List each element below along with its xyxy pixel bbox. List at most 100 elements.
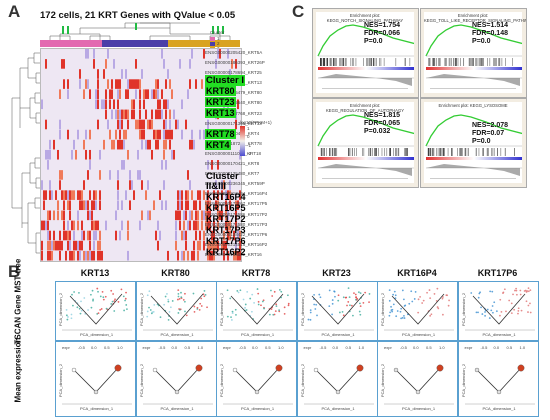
heatmap-cell bbox=[165, 160, 167, 170]
heatmap-cell bbox=[73, 230, 75, 241]
gene-label: ENSG00000111057_KRT18 bbox=[205, 150, 262, 156]
heatmap-cell bbox=[59, 230, 61, 241]
heatmap-cell bbox=[155, 79, 157, 89]
heatmap-cell bbox=[207, 210, 209, 221]
heatmap-cell bbox=[141, 210, 143, 221]
heatmap-cell bbox=[217, 190, 219, 200]
heatmap-cell bbox=[107, 49, 109, 59]
heatmap-cell bbox=[81, 190, 83, 200]
heatmap-cell bbox=[127, 230, 129, 241]
heatmap-cell bbox=[205, 220, 207, 231]
heatmap-cell bbox=[105, 99, 107, 110]
heatmap-cell bbox=[213, 190, 215, 200]
y-axis-label: PCA_dimension_2 bbox=[219, 292, 225, 327]
heatmap-cell bbox=[57, 210, 59, 221]
heatmap-cell bbox=[69, 210, 71, 221]
gsea-plot-title: Enrichment plot: KEGG_LYSOSOME bbox=[438, 103, 508, 108]
heatmap-cell bbox=[91, 220, 93, 231]
panel-c-letter: C bbox=[292, 2, 305, 21]
heatmap-cell bbox=[177, 200, 179, 211]
gsea-stat-nes: NES=1.815 bbox=[364, 112, 400, 119]
heatmap-cell bbox=[99, 250, 101, 261]
heatmap-cell bbox=[167, 99, 169, 110]
heatmap-cell bbox=[189, 210, 191, 221]
heatmap-cell bbox=[83, 200, 85, 211]
heatmap-cell bbox=[139, 109, 141, 120]
heatmap-cell bbox=[49, 230, 51, 241]
heatmap-cell bbox=[237, 99, 239, 110]
heatmap-cell bbox=[83, 250, 85, 261]
heatmap-cell bbox=[53, 230, 55, 241]
heatmap-cell bbox=[53, 210, 55, 221]
heatmap-cell bbox=[157, 99, 159, 110]
y-axis-label: PCA_dimension_2 bbox=[58, 292, 64, 327]
heatmap-cell bbox=[71, 220, 73, 231]
heatmap-cell bbox=[117, 119, 119, 130]
heatmap-cell bbox=[195, 210, 197, 221]
y-axis-label: PCA_dimension_2 bbox=[460, 292, 466, 327]
heatmap-cell bbox=[61, 59, 63, 69]
gsea-plot: Enrichment plot: KEGG_NOTCH_SIGNALING_PA… bbox=[312, 8, 419, 98]
gene-highlight-label: KRT17P2 bbox=[206, 214, 246, 224]
heatmap-cell bbox=[49, 180, 51, 190]
heatmap-cell bbox=[119, 89, 121, 99]
heatmap-cell bbox=[175, 119, 177, 130]
heatmap-cell bbox=[177, 190, 179, 200]
heatmap-cell bbox=[131, 99, 133, 110]
heatmap-cell bbox=[183, 250, 185, 261]
heatmap-cell bbox=[127, 220, 129, 231]
heatmap-cell bbox=[69, 240, 71, 251]
heatmap-cell bbox=[125, 109, 127, 120]
mst-tree-plot: PCA_dimension_1 PCA_dimension_2 bbox=[296, 281, 378, 341]
heatmap-cell bbox=[151, 119, 153, 130]
heatmap-cell bbox=[69, 190, 71, 200]
heatmap-cell bbox=[227, 250, 229, 261]
heatmap-cell bbox=[63, 220, 65, 231]
heatmap-cell bbox=[195, 230, 197, 241]
y-axis-label: PCA_dimension_2 bbox=[299, 292, 305, 327]
x-axis-label: PCA_dimension_1 bbox=[321, 406, 355, 411]
gene-label: ENSG00000172867_KRT17P5 bbox=[205, 201, 268, 207]
heatmap-cell bbox=[163, 99, 165, 110]
mst-tree-plot: PCA_dimension_1 PCA_dimension_2 bbox=[55, 281, 136, 341]
heatmap-cell bbox=[85, 200, 87, 211]
heatmap-cell bbox=[117, 99, 119, 110]
heatmap-cell bbox=[137, 79, 139, 89]
gene-highlight-label: KRT4 bbox=[205, 140, 231, 150]
heatmap-cell bbox=[209, 200, 211, 211]
gene-column-title: KRT80 bbox=[161, 268, 190, 278]
heatmap-cell bbox=[83, 180, 85, 190]
gene-highlight-label: II&III bbox=[206, 181, 227, 192]
heatmap-cell bbox=[221, 210, 223, 221]
heatmap-cell bbox=[139, 89, 141, 99]
heatmap-cell bbox=[173, 109, 175, 120]
heatmap-cell bbox=[219, 210, 221, 221]
heatmap-cell bbox=[207, 200, 209, 211]
expr-legend-tick: 1.0 bbox=[278, 345, 284, 350]
heatmap-cell bbox=[203, 49, 205, 59]
heatmap-cell bbox=[121, 109, 123, 120]
heatmap-cell bbox=[63, 200, 65, 211]
heatmap-cell bbox=[239, 250, 241, 261]
heatmap-cell bbox=[179, 190, 181, 200]
heatmap-cell bbox=[157, 129, 159, 140]
heatmap-cell bbox=[199, 230, 201, 241]
heatmap-cell bbox=[49, 149, 51, 160]
heatmap-cell bbox=[101, 250, 103, 261]
heatmap-cell bbox=[165, 139, 167, 150]
heatmap-cell bbox=[201, 210, 203, 221]
heatmap-cell bbox=[121, 69, 123, 79]
heatmap-cell bbox=[157, 109, 159, 120]
heatmap-cell bbox=[83, 230, 85, 241]
heatmap-cell bbox=[79, 200, 81, 211]
heatmap-cell bbox=[113, 139, 115, 150]
heatmap-cell bbox=[181, 230, 183, 241]
heatmap-cell bbox=[165, 99, 167, 110]
heatmap-cell bbox=[139, 129, 141, 140]
expr-legend-tick: 1.0 bbox=[519, 345, 526, 350]
mean-expression-plot: expr -0.5 0.0 0.5 1.0 PCA_dimension_1 PCA_dime… bbox=[296, 341, 378, 417]
heatmap-cell bbox=[77, 210, 79, 221]
heatmap-cell bbox=[151, 89, 153, 99]
heatmap-cell bbox=[119, 129, 121, 140]
heatmap-cell bbox=[199, 240, 201, 251]
